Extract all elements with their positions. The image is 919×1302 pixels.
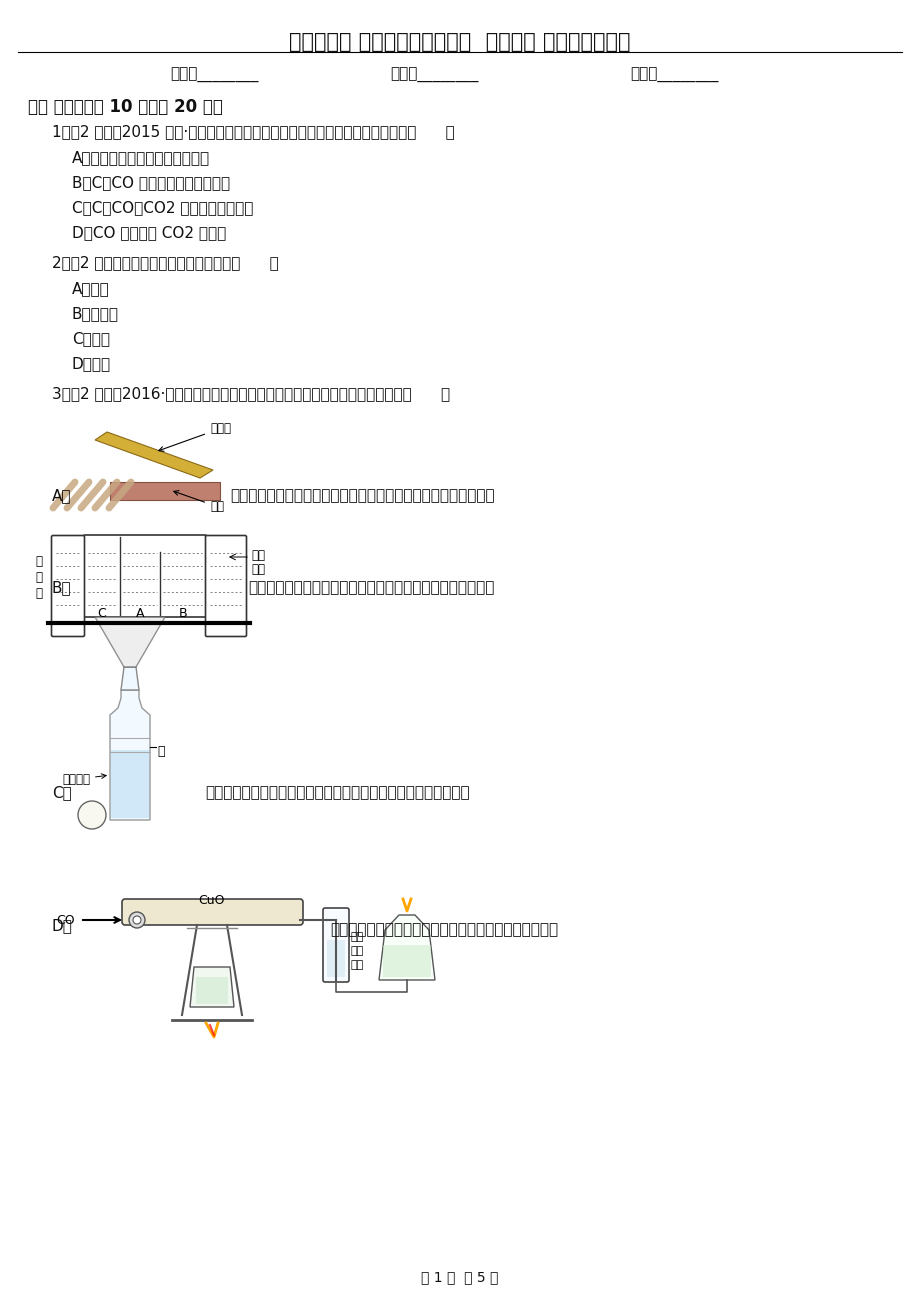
Text: 二氧化碳: 二氧化碳 (62, 773, 106, 786)
Text: CuO: CuO (199, 894, 225, 907)
Text: 实验既可以说明分子在不停的运动着，又可以说明氨水显碱性: 实验既可以说明分子在不停的运动着，又可以说明氨水显碱性 (248, 579, 494, 595)
Text: 临汾市中考 化学一轮基础复习：  专题十六 金属材料及应用: 临汾市中考 化学一轮基础复习： 专题十六 金属材料及应用 (289, 33, 630, 52)
Text: B: B (178, 607, 187, 620)
Text: 姓名：________: 姓名：________ (170, 68, 258, 83)
Text: 一、 单选题（共 10 题；共 20 分）: 一、 单选题（共 10 题；共 20 分） (28, 98, 222, 116)
Polygon shape (110, 690, 150, 820)
Text: C: C (97, 607, 107, 620)
Text: A．陶瓷: A．陶瓷 (72, 281, 109, 296)
Text: 班级：________: 班级：________ (390, 68, 478, 83)
Text: 3．（2 分）（2016·云南模拟）通过下列实验可以得出的结论，其中不合理的是（      ）: 3．（2 分）（2016·云南模拟）通过下列实验可以得出的结论，其中不合理的是（… (52, 385, 449, 401)
Text: 实验既可以说明二氧化碳易溶于水，又可以说明二氧化碳具有酸性: 实验既可以说明二氧化碳易溶于水，又可以说明二氧化碳具有酸性 (205, 785, 469, 799)
Text: B．不锈钢: B．不锈钢 (72, 306, 119, 322)
Text: C．塑料: C．塑料 (72, 331, 110, 346)
Text: 实验中黄铜片能在铜片上刻画出痕迹可以说明黄铜的硬度比铜片大: 实验中黄铜片能在铜片上刻画出痕迹可以说明黄铜的硬度比铜片大 (230, 488, 494, 503)
Text: 的石: 的石 (351, 947, 364, 956)
Text: 澄清: 澄清 (351, 932, 364, 943)
Polygon shape (111, 750, 149, 818)
Circle shape (78, 801, 106, 829)
Text: 第 1 页  共 5 页: 第 1 页 共 5 页 (421, 1269, 498, 1284)
Text: 酚酞: 酚酞 (251, 549, 265, 562)
Text: 灰水: 灰水 (351, 960, 364, 970)
FancyBboxPatch shape (323, 907, 348, 982)
Text: 实验既可以说明一氧化碳具有还原性，又可以说明一氧化: 实验既可以说明一氧化碳具有还原性，又可以说明一氧化 (330, 922, 558, 937)
Polygon shape (196, 976, 228, 1004)
Polygon shape (326, 940, 345, 976)
Polygon shape (95, 617, 165, 667)
Text: A．金刚石和石墨的化学性质相同: A．金刚石和石墨的化学性质相同 (72, 150, 210, 165)
Text: 水: 水 (157, 745, 165, 758)
Circle shape (133, 917, 141, 924)
Text: 浓: 浓 (36, 555, 42, 568)
Polygon shape (95, 432, 213, 478)
Text: D．CO 能燃烧而 CO2 能灭火: D．CO 能燃烧而 CO2 能灭火 (72, 225, 226, 240)
Polygon shape (110, 482, 220, 500)
Text: B．C、CO 都是冶金工业的还原剂: B．C、CO 都是冶金工业的还原剂 (72, 174, 230, 190)
Polygon shape (121, 667, 139, 690)
FancyBboxPatch shape (83, 535, 207, 617)
Text: 成绩：________: 成绩：________ (630, 68, 718, 83)
Text: B．: B． (52, 579, 72, 595)
Text: 水: 水 (36, 587, 42, 600)
Text: CO: CO (56, 914, 75, 927)
Circle shape (129, 911, 145, 928)
Text: 氨: 氨 (36, 572, 42, 585)
FancyBboxPatch shape (122, 898, 302, 924)
Text: D．橡胶: D．橡胶 (72, 355, 111, 371)
Text: 溶液: 溶液 (251, 562, 265, 575)
Polygon shape (382, 945, 430, 976)
Polygon shape (379, 915, 435, 980)
Text: 铜片: 铜片 (174, 491, 223, 513)
Text: C．: C． (52, 785, 72, 799)
Text: A: A (136, 607, 144, 620)
Text: 2．（2 分）下列属于无机非金属材料的是（      ）: 2．（2 分）下列属于无机非金属材料的是（ ） (52, 255, 278, 270)
Polygon shape (190, 967, 233, 1006)
Text: A．: A． (52, 488, 72, 503)
Text: 1．（2 分）（2015 九上·郏城期末）下列关于碳和碳的氧化物的说法不正确的是（      ）: 1．（2 分）（2015 九上·郏城期末）下列关于碳和碳的氧化物的说法不正确的是… (52, 124, 454, 139)
FancyBboxPatch shape (51, 535, 85, 637)
Text: C．C、CO、CO2 之间可以相互转化: C．C、CO、CO2 之间可以相互转化 (72, 201, 253, 215)
FancyBboxPatch shape (205, 535, 246, 637)
Text: 黄铜片: 黄铜片 (159, 422, 231, 452)
Text: D．: D． (52, 918, 73, 934)
